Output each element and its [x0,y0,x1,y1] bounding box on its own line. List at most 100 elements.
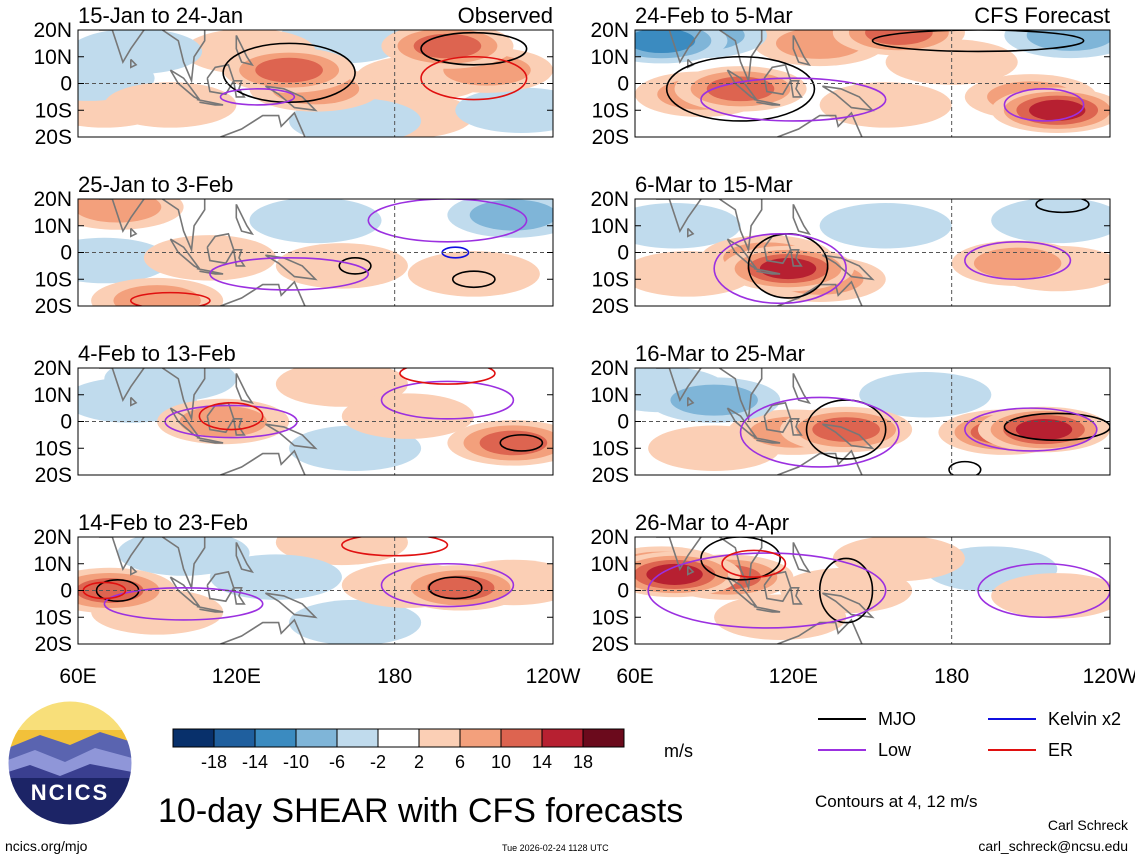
coastline [821,254,875,281]
panel-tag: Observed [458,3,553,28]
y-tick-label: 20N [590,526,629,549]
coastline [726,69,758,101]
panel-title: 4-Feb to 13-Feb [78,341,236,366]
coastline [792,35,812,67]
shear-anomaly-blob [859,372,992,418]
contour-low [380,380,515,420]
contour-low [367,199,528,243]
y-tick-label: 20S [35,464,72,487]
coastline [656,537,702,572]
panel: 20N 10N 0 10S 20S 15-Jan to 24-Jan Observed [33,3,554,149]
y-tick-label: 20S [592,295,629,318]
coastline [777,280,863,306]
coastline [169,238,201,270]
shear-anomaly-blob [479,430,548,456]
y-tick-label: 0 [617,73,629,96]
shear-anomaly-blob [646,563,703,585]
shear-anomaly-blob [289,599,422,644]
y-tick-label: 10S [592,99,629,122]
coastline [130,227,138,238]
coastline [235,35,255,67]
colorbar-tick-label: 14 [532,752,552,772]
y-tick-label: 0 [60,411,72,434]
legend-label: ER [1048,740,1073,760]
contour-low [1003,88,1085,122]
footer-email: carl_schreck@ncsu.edu [978,838,1128,854]
colorbar-tick-label: -2 [370,752,386,772]
colorbar-swatch [172,728,215,748]
colorbar-swatch [254,728,297,748]
coastline [220,280,306,306]
panel-title: 25-Jan to 3-Feb [78,172,233,197]
legend-label: Low [878,740,912,760]
coastline [777,449,863,475]
shear-anomaly-blob [117,537,250,576]
coastline [789,80,803,98]
footer-author: Carl Schreck [1048,817,1129,833]
coastline [792,373,812,405]
contour-low [713,232,847,305]
y-tick-label: 10N [590,384,629,407]
colorbar: -18 -14 -10 -6 -2 2 6 10 14 18 [172,728,625,772]
contour-mjo [420,31,528,66]
coastline [753,436,781,444]
contour-mjo [338,257,372,275]
colorbar-tick-label: -10 [283,752,309,772]
shear-anomaly-blob [991,573,1110,619]
contour-mjo [499,434,544,452]
shear-anomaly-blob [670,384,758,416]
x-tick-label: 180 [934,665,969,688]
coastline [99,199,145,234]
colorbar-swatch [582,728,625,748]
shear-anomaly-blob [973,247,1062,279]
contour-low [964,407,1098,452]
contour-mjo [700,537,781,581]
contour-low [739,396,900,468]
coastline [656,368,702,403]
y-tick-label: 20S [35,633,72,656]
contour-mjo [871,30,1085,53]
shear-anomaly-blob [635,203,741,249]
ncics-logo: NCICS [7,700,133,826]
coastline [753,98,781,106]
shear-anomaly-blob [407,251,540,297]
panel: 20N 10N 0 10S 20S 4-Feb to 13-Feb [33,341,554,487]
coastline [777,618,863,644]
coastline [99,368,145,403]
y-tick-label: 20S [35,126,72,149]
y-tick-label: 10S [35,606,72,629]
footer-timestamp: Tue 2026-02-24 1128 UTC [502,843,609,853]
y-tick-label: 10S [592,268,629,291]
colorbar-swatch [377,728,420,748]
x-tick-label: 120E [769,665,818,688]
contour-low [700,77,887,122]
coastline [220,618,306,644]
coastline [821,592,875,619]
coastline [753,605,781,613]
y-tick-label: 10S [35,437,72,460]
x-tick-label: 120W [526,665,581,688]
coastline [130,396,138,407]
coastline [130,58,138,69]
contour-er [399,368,496,385]
panel-title: 6-Mar to 15-Mar [635,172,793,197]
y-tick-label: 10N [590,46,629,69]
contour-mjo [1035,199,1090,214]
panel: 20N 10N 0 10S 20S 14-Feb to 23-Feb [33,510,554,656]
contour-er [341,537,449,557]
y-tick-label: 10S [35,268,72,291]
shear-anomaly-blob [104,82,237,128]
colorbar-swatch [213,728,256,748]
shear-anomaly-blob [78,578,144,603]
y-tick-label: 10N [33,553,72,576]
shear-anomaly-blob [635,30,696,54]
y-tick-label: 20S [592,126,629,149]
colorbar-tick-label: 2 [414,752,424,772]
panel-title: 16-Mar to 25-Mar [635,341,805,366]
coastline [235,203,255,236]
panel: 20N 10N 0 10S 20S 25-Jan to 3-Feb [33,172,554,318]
legend-label: MJO [878,709,916,729]
coastline [196,605,224,613]
contour-low [380,562,515,608]
y-tick-label: 0 [60,580,72,603]
